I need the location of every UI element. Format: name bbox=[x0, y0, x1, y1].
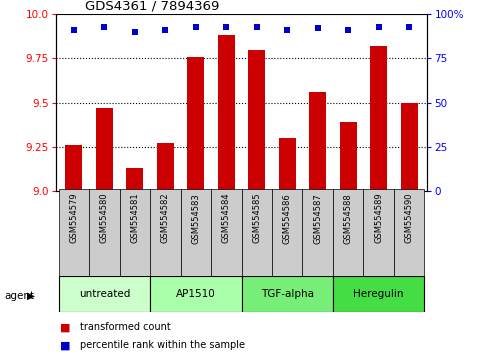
Text: untreated: untreated bbox=[79, 289, 130, 299]
Text: ■: ■ bbox=[60, 322, 71, 332]
Bar bbox=[242, 189, 272, 276]
Bar bbox=[394, 189, 425, 276]
Bar bbox=[363, 189, 394, 276]
Text: GSM554590: GSM554590 bbox=[405, 193, 413, 243]
Text: GSM554581: GSM554581 bbox=[130, 193, 139, 244]
Bar bbox=[333, 276, 425, 312]
Bar bbox=[66, 145, 82, 191]
Bar bbox=[370, 46, 387, 191]
Text: GSM554583: GSM554583 bbox=[191, 193, 200, 244]
Bar bbox=[150, 276, 242, 312]
Text: GSM554584: GSM554584 bbox=[222, 193, 231, 244]
Text: GSM554587: GSM554587 bbox=[313, 193, 322, 244]
Bar bbox=[218, 35, 235, 191]
Bar bbox=[181, 189, 211, 276]
Text: GSM554579: GSM554579 bbox=[70, 193, 78, 244]
Bar bbox=[96, 108, 113, 191]
Point bbox=[405, 24, 413, 29]
Text: GSM554588: GSM554588 bbox=[344, 193, 353, 244]
Bar bbox=[242, 276, 333, 312]
Text: transformed count: transformed count bbox=[80, 322, 170, 332]
Bar bbox=[302, 189, 333, 276]
Point bbox=[70, 27, 78, 33]
Bar bbox=[127, 168, 143, 191]
Text: GSM554585: GSM554585 bbox=[252, 193, 261, 244]
Point bbox=[344, 27, 352, 33]
Point bbox=[161, 27, 169, 33]
Point bbox=[253, 24, 261, 29]
Text: GSM554582: GSM554582 bbox=[161, 193, 170, 244]
Bar bbox=[272, 189, 302, 276]
Text: AP1510: AP1510 bbox=[176, 289, 215, 299]
Point bbox=[375, 24, 383, 29]
Text: ■: ■ bbox=[60, 340, 71, 350]
Bar bbox=[279, 138, 296, 191]
Bar bbox=[333, 189, 363, 276]
Text: GSM554586: GSM554586 bbox=[283, 193, 292, 244]
Text: GSM554580: GSM554580 bbox=[100, 193, 109, 244]
Bar bbox=[150, 189, 181, 276]
Point bbox=[131, 29, 139, 35]
Text: agent: agent bbox=[5, 291, 35, 301]
Point bbox=[314, 25, 322, 31]
Text: GSM554589: GSM554589 bbox=[374, 193, 383, 244]
Point bbox=[222, 24, 230, 29]
Point bbox=[284, 27, 291, 33]
Bar bbox=[58, 276, 150, 312]
Bar bbox=[401, 103, 417, 191]
Point bbox=[192, 24, 199, 29]
Text: GDS4361 / 7894369: GDS4361 / 7894369 bbox=[85, 0, 220, 13]
Bar bbox=[89, 189, 120, 276]
Text: percentile rank within the sample: percentile rank within the sample bbox=[80, 340, 245, 350]
Bar bbox=[187, 57, 204, 191]
Point bbox=[100, 24, 108, 29]
Bar bbox=[157, 143, 174, 191]
Bar bbox=[248, 50, 265, 191]
Bar bbox=[58, 189, 89, 276]
Bar bbox=[340, 122, 356, 191]
Bar bbox=[120, 189, 150, 276]
Bar bbox=[309, 92, 326, 191]
Bar bbox=[211, 189, 242, 276]
Text: TGF-alpha: TGF-alpha bbox=[261, 289, 314, 299]
Text: Heregulin: Heregulin bbox=[354, 289, 404, 299]
Text: ▶: ▶ bbox=[27, 291, 35, 301]
